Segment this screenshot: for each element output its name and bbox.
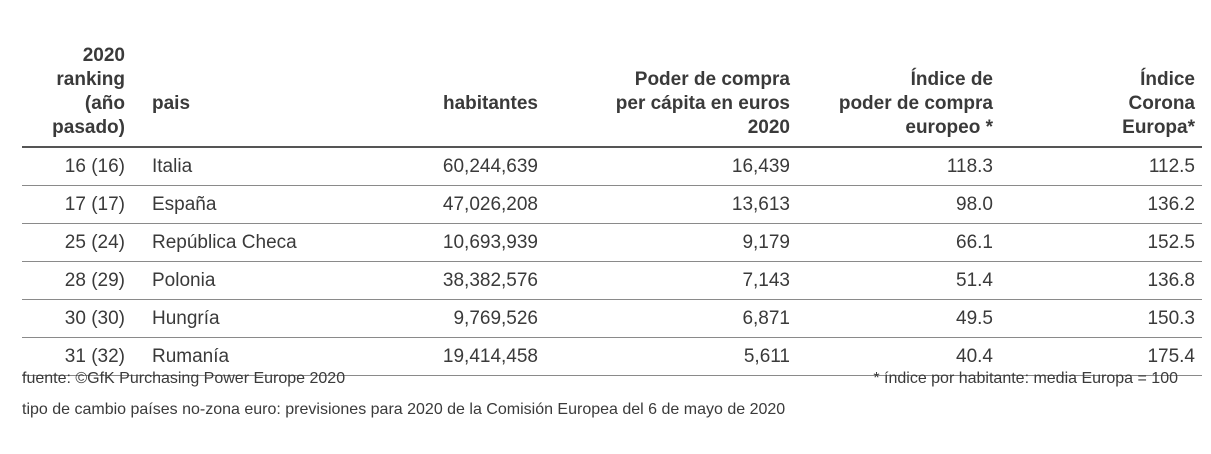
header-pais-label: pais — [152, 93, 191, 114]
cell-corona: 136.2 — [993, 185, 1202, 224]
cell-habitantes: 19,414,458 — [358, 337, 538, 376]
header-corona-line-1: Índice — [1140, 69, 1195, 90]
cell-indice: 40.4 — [790, 337, 993, 376]
cell-corona: 150.3 — [993, 299, 1202, 338]
table-row: 30 (30) Hungría 9,769,526 6,871 49.5 150… — [22, 299, 1202, 338]
purchasing-power-table-container: 2020 ranking (año pasado) pais habitante… — [22, 44, 1202, 376]
header-corona-line-2: Corona — [1128, 93, 1196, 114]
table-row: 16 (16) Italia 60,244,639 16,439 118.3 1… — [22, 147, 1202, 186]
cell-indice: 66.1 — [790, 223, 993, 262]
cell-poder: 13,613 — [538, 185, 790, 224]
cell-rank: 17 (17) — [22, 185, 125, 224]
header-indice-line-3: europeo * — [905, 117, 993, 138]
cell-rank: 16 (16) — [22, 147, 125, 186]
cell-habitantes: 9,769,526 — [358, 299, 538, 338]
cell-rank: 25 (24) — [22, 223, 125, 262]
header-poder-line-1: Poder de compra — [634, 69, 790, 90]
header-corona-line-3: Europa* — [1122, 117, 1195, 138]
cell-pais: Rumanía — [125, 337, 358, 376]
exchange-rate-note: tipo de cambio países no-zona euro: prev… — [22, 401, 786, 418]
header-habitantes: habitantes — [358, 44, 538, 148]
table-row: 28 (29) Polonia 38,382,576 7,143 51.4 13… — [22, 261, 1202, 300]
header-rank-line-2: ranking — [56, 69, 125, 90]
cell-poder: 5,611 — [538, 337, 790, 376]
header-rank-line-4: pasado) — [52, 117, 125, 138]
cell-rank: 28 (29) — [22, 261, 125, 300]
cell-habitantes: 47,026,208 — [358, 185, 538, 224]
cell-poder: 7,143 — [538, 261, 790, 300]
cell-habitantes: 38,382,576 — [358, 261, 538, 300]
cell-pais: España — [125, 185, 358, 224]
cell-corona: 112.5 — [993, 147, 1202, 186]
cell-habitantes: 10,693,939 — [358, 223, 538, 262]
cell-pais: Polonia — [125, 261, 358, 300]
purchasing-power-table: 2020 ranking (año pasado) pais habitante… — [22, 44, 1202, 376]
cell-poder: 16,439 — [538, 147, 790, 186]
table-row: 17 (17) España 47,026,208 13,613 98.0 13… — [22, 185, 1202, 224]
table-row: 25 (24) República Checa 10,693,939 9,179… — [22, 223, 1202, 262]
cell-habitantes: 60,244,639 — [358, 147, 538, 186]
cell-indice: 98.0 — [790, 185, 993, 224]
header-poder-compra: Poder de compra per cápita en euros 2020 — [538, 44, 790, 148]
cell-indice: 51.4 — [790, 261, 993, 300]
header-indice-corona: Índice Corona Europa* — [993, 44, 1202, 148]
cell-pais: Italia — [125, 147, 358, 186]
cell-poder: 6,871 — [538, 299, 790, 338]
cell-corona: 152.5 — [993, 223, 1202, 262]
table-footer: fuente: ©GfK Purchasing Power Europe 202… — [22, 370, 1178, 388]
source-note: fuente: ©GfK Purchasing Power Europe 202… — [22, 370, 346, 387]
header-poder-line-2: per cápita en euros — [615, 93, 790, 114]
table-header: 2020 ranking (año pasado) pais habitante… — [22, 44, 1202, 148]
table-row: 31 (32) Rumanía 19,414,458 5,611 40.4 17… — [22, 337, 1202, 376]
header-row: 2020 ranking (año pasado) pais habitante… — [22, 44, 1202, 148]
cell-pais: Hungría — [125, 299, 358, 338]
cell-corona: 136.8 — [993, 261, 1202, 300]
table-body: 16 (16) Italia 60,244,639 16,439 118.3 1… — [22, 147, 1202, 376]
cell-indice: 118.3 — [790, 147, 993, 186]
header-indice-line-1: Índice de — [910, 69, 993, 90]
header-rank-line-1: 2020 — [82, 45, 125, 66]
cell-rank: 30 (30) — [22, 299, 125, 338]
header-habitantes-label: habitantes — [442, 93, 538, 114]
cell-poder: 9,179 — [538, 223, 790, 262]
cell-rank: 31 (32) — [22, 337, 125, 376]
cell-corona: 175.4 — [993, 337, 1202, 376]
cell-indice: 49.5 — [790, 299, 993, 338]
header-poder-line-3: 2020 — [747, 117, 790, 138]
header-rank: 2020 ranking (año pasado) — [22, 44, 125, 148]
cell-pais: República Checa — [125, 223, 358, 262]
header-rank-line-3: (año — [84, 93, 125, 114]
index-footnote: * índice por habitante: media Europa = 1… — [873, 370, 1178, 387]
header-pais: pais — [125, 44, 358, 148]
header-indice-line-2: poder de compra — [838, 93, 993, 114]
header-indice-poder: Índice de poder de compra europeo * — [790, 44, 993, 148]
